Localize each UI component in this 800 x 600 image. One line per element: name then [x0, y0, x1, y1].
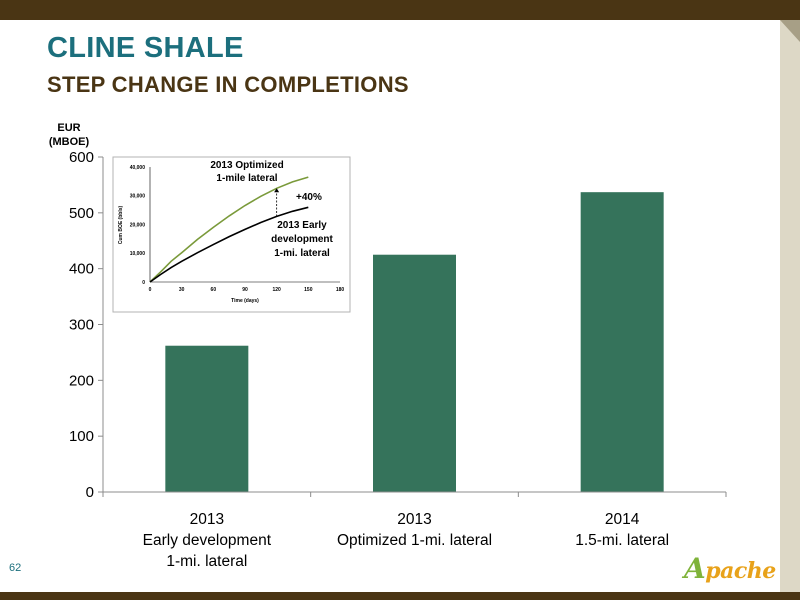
uplift-annotation: +40%: [296, 192, 322, 203]
right-side-band: [780, 20, 800, 592]
category-label-line: 2013: [397, 511, 431, 528]
inset-x-ticks: 0 30 60 90 120 150 180: [149, 287, 345, 293]
slide-subtitle: STEP CHANGE IN COMPLETIONS: [47, 72, 409, 97]
slide-title: CLINE SHALE: [47, 32, 244, 64]
inset-x-axis-label: Time (days): [231, 298, 259, 304]
y-axis-label-line-2: (MBOE): [49, 136, 90, 148]
apache-logo: Apache: [684, 552, 776, 585]
bar-2: [373, 254, 456, 492]
category-label-line: 1.5-mi. lateral: [575, 532, 669, 549]
uplift-arrowhead: [274, 188, 280, 193]
inset-x-tick-label: 150: [304, 287, 313, 293]
category-label-line: 2013: [190, 511, 224, 528]
early-series-label-line-1: 2013 Early: [277, 220, 327, 231]
category-label-line: Early development: [143, 532, 272, 549]
apache-logo-icon: A: [684, 552, 706, 585]
y-tick-label: 200: [69, 372, 94, 389]
inset-y-tick-label: 30,000: [130, 194, 146, 200]
y-tick-label: 300: [69, 317, 94, 334]
y-axis-label-line-1: EUR: [57, 122, 80, 134]
inset-x-tick-label: 60: [211, 287, 217, 293]
early-development-curve: [149, 206, 309, 283]
category-label-line: 1-mi. lateral: [166, 553, 247, 570]
y-tick-label: 500: [69, 205, 94, 222]
optimized-curve: [149, 176, 309, 283]
category-labels: 2013 Early development 1-mi. lateral 2013 Op…: [143, 511, 669, 570]
right-corner-accent: [780, 20, 800, 42]
bar-1: [165, 345, 249, 492]
optimized-series-label-line-1: 2013 Optimized: [210, 160, 283, 171]
inset-cumulative-chart: 0 10,000 20,000 30,000 40,000 0 30 60 90 120 150 1…: [112, 156, 351, 313]
inset-x-tick-label: 0: [149, 287, 152, 293]
category-label-line: Optimized 1-mi. lateral: [337, 532, 492, 549]
early-series-label-line-2: development: [271, 234, 333, 245]
inset-y-tick-label: 0: [142, 280, 145, 286]
category-label-line: 2014: [605, 511, 640, 528]
y-tick-label: 600: [69, 149, 94, 166]
y-tick-label: 400: [69, 261, 94, 278]
page-number: 62: [9, 562, 22, 574]
bar-3: [580, 192, 664, 493]
bars: [165, 192, 664, 493]
inset-y-tick-label: 20,000: [130, 222, 146, 228]
inset-y-ticks: 0 10,000 20,000 30,000 40,000: [130, 165, 146, 286]
inset-x-tick-label: 90: [242, 287, 248, 293]
y-axis-ticks: 0 100 200 300 400 500 600: [69, 149, 103, 501]
inset-frame: [112, 156, 351, 313]
inset-y-axis-label: Cum BOE (bbls): [118, 206, 124, 245]
x-axis-ticks: [102, 492, 727, 497]
inset-x-tick-label: 180: [336, 287, 345, 293]
inset-x-tick-label: 30: [179, 287, 185, 293]
early-series-label-line-3: 1-mi. lateral: [274, 248, 330, 259]
y-tick-label: 100: [69, 428, 94, 445]
inset-y-tick-label: 10,000: [130, 251, 146, 257]
inset-x-tick-label: 120: [272, 287, 281, 293]
optimized-series-label-line-2: 1-mile lateral: [216, 173, 277, 184]
bottom-banner-bar: [0, 592, 800, 600]
y-tick-label: 0: [86, 484, 94, 501]
inset-y-tick-label: 40,000: [130, 165, 146, 171]
top-banner-bar: [0, 0, 800, 20]
